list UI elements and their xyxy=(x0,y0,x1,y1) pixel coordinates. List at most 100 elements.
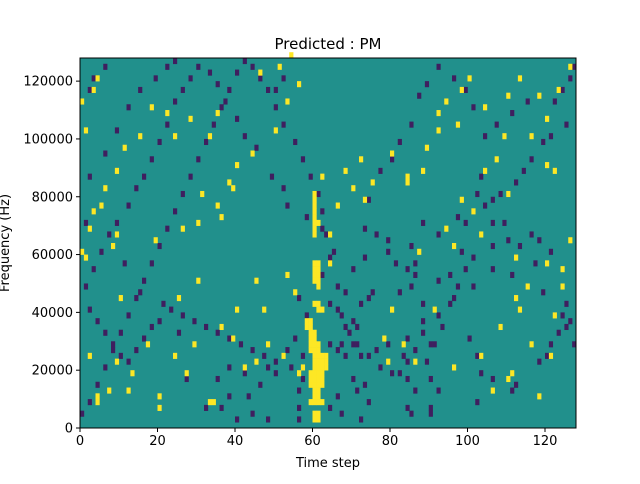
heatmap-cell-low xyxy=(204,323,209,331)
heatmap-cell-high xyxy=(235,306,240,313)
heatmap-cell-high xyxy=(219,214,224,221)
heatmap-cell-high xyxy=(83,127,89,134)
heatmap-cell-high xyxy=(316,387,321,394)
heatmap-cell-high xyxy=(312,347,317,354)
heatmap-cell-high xyxy=(316,300,321,307)
heatmap-cell-high xyxy=(173,133,178,140)
heatmap-cell-low xyxy=(529,231,534,238)
heatmap-cell-low xyxy=(142,173,147,180)
heatmap-cell-high xyxy=(180,225,185,232)
heatmap-cell-high xyxy=(308,329,313,336)
heatmap-cell-high xyxy=(262,306,267,313)
heatmap-cell-low xyxy=(490,375,495,383)
heatmap-cell-low xyxy=(165,225,170,232)
heatmap-cell-low xyxy=(297,416,302,423)
heatmap-cell-low xyxy=(405,335,410,342)
heatmap-cell-high xyxy=(506,190,511,198)
heatmap-cell-high xyxy=(312,387,317,394)
heatmap-cell-low xyxy=(80,410,85,417)
heatmap-cell-high xyxy=(525,283,530,290)
heatmap-cell-low xyxy=(227,86,232,93)
heatmap-cell-low xyxy=(386,341,391,348)
heatmap-cell-low xyxy=(366,196,371,203)
heatmap-cell-low xyxy=(91,75,96,82)
heatmap-cell-low xyxy=(335,347,340,354)
heatmap-cell-low xyxy=(343,289,348,296)
heatmap-cell-low xyxy=(490,266,495,273)
heatmap-cell-high xyxy=(316,358,321,365)
heatmap-cell-high xyxy=(328,260,333,267)
heatmap-cell-low xyxy=(525,98,530,105)
heatmap-cell-low xyxy=(428,375,433,383)
heatmap-cell-high xyxy=(316,399,321,406)
heatmap-cell-high xyxy=(498,323,503,331)
heatmap-cell-high xyxy=(432,306,437,313)
heatmap-cell-low xyxy=(405,358,410,365)
heatmap-cell-low xyxy=(91,266,96,273)
heatmap-cell-low xyxy=(138,86,143,93)
heatmap-cell-low xyxy=(529,156,534,163)
heatmap-cell-high xyxy=(242,364,247,371)
heatmap-cell-low xyxy=(215,81,220,88)
heatmap-cell-low xyxy=(262,352,267,359)
heatmap-cell-high xyxy=(316,271,321,278)
heatmap-cell-low xyxy=(242,133,247,140)
heatmap-cell-low xyxy=(366,352,371,359)
heatmap-cell-low xyxy=(161,300,166,307)
heatmap-cell-low xyxy=(215,329,220,336)
heatmap-cell-low xyxy=(122,260,127,267)
x-tick-label: 20 xyxy=(149,434,166,449)
heatmap-cell-high xyxy=(91,86,96,93)
heatmap-cell-low xyxy=(471,254,476,261)
heatmap-cell-low xyxy=(463,86,468,93)
heatmap-cell-high xyxy=(324,364,329,371)
heatmap-cell-high xyxy=(107,387,112,394)
heatmap-cell-low xyxy=(219,404,224,411)
heatmap-cell-low xyxy=(405,375,410,383)
heatmap-cell-high xyxy=(556,86,561,93)
heatmap-cell-high xyxy=(312,399,317,406)
heatmap-cell-low xyxy=(572,63,577,70)
heatmap-cell-low xyxy=(328,300,333,307)
heatmap-cell-low xyxy=(401,352,406,359)
heatmap-cell-low xyxy=(258,381,263,388)
heatmap-cell-high xyxy=(483,104,488,111)
y-tick-label: 40000 xyxy=(32,306,73,321)
heatmap-cell-low xyxy=(273,104,278,111)
heatmap-cell-low xyxy=(366,295,371,302)
heatmap-cell-low xyxy=(459,248,464,255)
heatmap-cell-low xyxy=(134,295,139,302)
heatmap-cell-low xyxy=(386,248,391,255)
heatmap-cell-high xyxy=(421,167,426,174)
heatmap-cell-low xyxy=(366,399,371,406)
heatmap-cell-high xyxy=(545,162,550,169)
heatmap-cell-low xyxy=(374,347,379,354)
heatmap-cell-high xyxy=(351,185,356,192)
heatmap-cell-high xyxy=(308,375,313,383)
heatmap-cell-high xyxy=(483,167,488,174)
heatmap-cell-low xyxy=(490,196,495,203)
heatmap-cell-low xyxy=(165,63,170,70)
heatmap-cell-low xyxy=(510,387,515,394)
heatmap-cell-low xyxy=(359,416,364,423)
heatmap-cell-high xyxy=(312,364,317,371)
heatmap-cell-low xyxy=(564,300,569,307)
heatmap-cell-low xyxy=(409,243,414,250)
heatmap-cell-low xyxy=(390,370,395,377)
heatmap-cell-high xyxy=(312,266,317,273)
heatmap-cell-high xyxy=(304,318,309,325)
heatmap-cell-low xyxy=(153,75,158,82)
heatmap-cell-high xyxy=(231,335,236,342)
heatmap-cell-low xyxy=(552,98,557,105)
heatmap-cell-high xyxy=(99,202,104,209)
heatmap-cell-low xyxy=(297,387,302,394)
heatmap-cell-low xyxy=(498,190,503,198)
heatmap-cell-low xyxy=(463,219,468,226)
heatmap-cell-high xyxy=(196,277,201,284)
heatmap-cell-low xyxy=(103,364,108,371)
heatmap-cell-high xyxy=(312,352,317,359)
heatmap-cell-low xyxy=(169,306,174,313)
heatmap-cell-low xyxy=(421,300,426,307)
heatmap-cell-low xyxy=(335,283,340,290)
heatmap-cell-high xyxy=(479,352,484,359)
